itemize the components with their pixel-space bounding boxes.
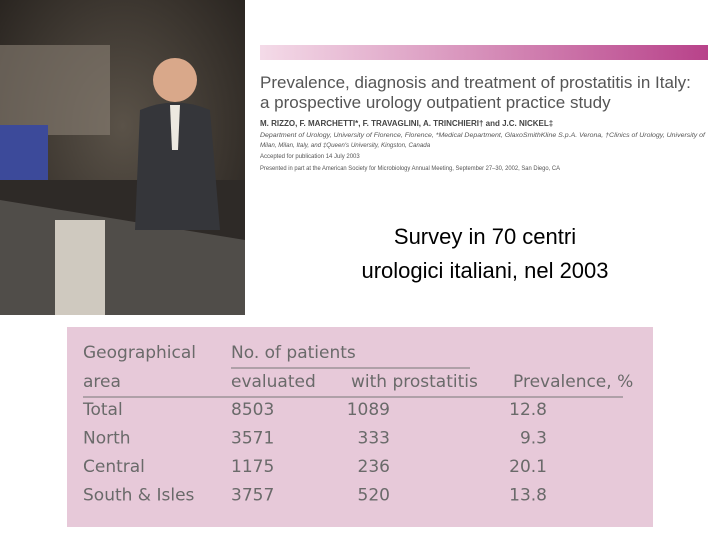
paper-affiliation: Department of Urology, University of Flo…	[260, 132, 706, 139]
table-cell: North	[83, 429, 131, 449]
table-cell: Total	[82, 400, 123, 420]
header: with prostatitis	[351, 372, 478, 392]
paper-title: a prospective urology outpatient practic…	[260, 93, 611, 112]
table-cell: 520	[358, 486, 390, 506]
paper-accepted: Accepted for publication 14 July 2003	[260, 154, 360, 160]
table-cell: 9.3	[520, 429, 547, 449]
table-cell: 1089	[347, 400, 390, 420]
header: Geographical	[83, 343, 196, 363]
header-bar	[260, 45, 708, 60]
table-cell: 3571	[231, 429, 274, 449]
table-cell: 3757	[231, 486, 274, 506]
header: No. of patients	[231, 343, 356, 363]
table: Geographical area No. of patients evalua…	[67, 327, 653, 527]
survey-text: urologici italiani, nel 2003	[361, 258, 608, 283]
header: Prevalence, %	[513, 372, 633, 392]
table-cell: 1175	[231, 457, 274, 477]
table-cell: 20.1	[509, 457, 547, 477]
photo	[0, 0, 245, 315]
table-background	[67, 327, 653, 527]
header: evaluated	[231, 372, 316, 392]
paper-affiliation: Milan, Milan, Italy, and ‡Queen's Univer…	[260, 142, 431, 149]
table-cell: 236	[358, 457, 390, 477]
table-cell: 12.8	[509, 400, 547, 420]
table-cell: 333	[358, 429, 390, 449]
table-cell: Central	[83, 457, 145, 477]
table-cell: 13.8	[509, 486, 547, 506]
table-cell: 8503	[231, 400, 274, 420]
paper-presented: Presented in part at the American Societ…	[260, 166, 560, 172]
paper-authors: M. RIZZO, F. MARCHETTI*, F. TRAVAGLINI, …	[260, 119, 553, 128]
header: area	[83, 372, 121, 392]
table-cell: South & Isles	[83, 486, 195, 506]
paper-title: Prevalence, diagnosis and treatment of p…	[260, 73, 691, 92]
survey-text: Survey in 70 centri	[394, 224, 576, 249]
